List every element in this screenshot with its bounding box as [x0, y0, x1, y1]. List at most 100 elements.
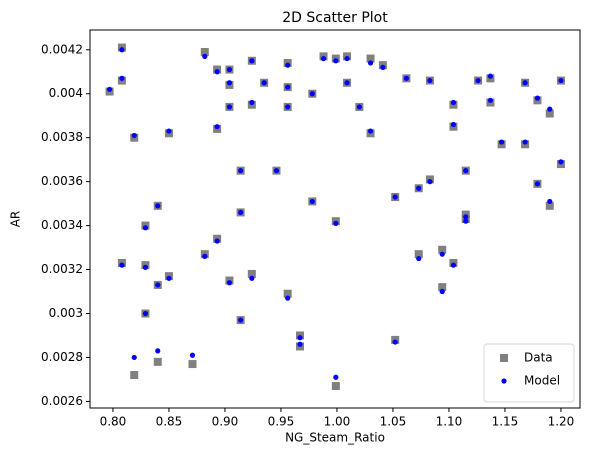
data-point	[366, 54, 375, 63]
data-point	[427, 179, 433, 185]
data-point	[142, 225, 149, 231]
x-tick-label: 1.15	[492, 415, 519, 429]
data-point	[238, 317, 244, 323]
legend-marker	[500, 354, 508, 362]
y-tick-label: 0.0042	[41, 42, 83, 56]
data-point	[320, 55, 327, 62]
data-point	[331, 382, 340, 391]
data-point	[202, 53, 208, 59]
y-tick-label: 0.0034	[41, 218, 83, 232]
y-tick-label: 0.0026	[41, 394, 83, 408]
data-point	[119, 262, 125, 268]
data-point	[463, 218, 469, 224]
data-point	[309, 198, 315, 205]
legend-marker	[501, 378, 507, 384]
data-point	[522, 139, 528, 145]
data-point	[547, 198, 553, 205]
y-tick-label: 0.003	[49, 306, 83, 320]
data-point	[558, 77, 564, 84]
data-point	[131, 354, 137, 361]
data-point	[309, 91, 315, 97]
data-point	[285, 295, 291, 301]
data-point	[297, 341, 303, 347]
data-point	[155, 203, 161, 209]
x-tick-label: 1.05	[380, 415, 407, 429]
data-point	[283, 289, 292, 298]
data-point	[439, 288, 445, 295]
y-axis-label: AR	[9, 211, 23, 228]
y-tick-label: 0.0036	[41, 174, 83, 188]
data-point	[226, 66, 233, 73]
data-point	[416, 185, 422, 191]
data-point	[499, 139, 505, 145]
data-point	[333, 374, 339, 380]
data-point	[202, 253, 208, 259]
data-point	[285, 104, 291, 110]
x-tick-label: 0.90	[212, 415, 239, 429]
data-point	[119, 47, 125, 53]
chart-title: 2D Scatter Plot	[282, 10, 388, 26]
data-point	[297, 335, 303, 341]
data-point	[214, 124, 220, 130]
data-point	[487, 73, 493, 79]
data-point	[214, 238, 220, 244]
data-point	[142, 310, 149, 317]
y-tick-label: 0.004	[49, 86, 83, 100]
data-point	[450, 262, 457, 268]
x-tick-label: 1.00	[324, 415, 351, 429]
data-point	[166, 275, 172, 281]
x-tick-label: 0.80	[100, 415, 127, 429]
data-point	[427, 77, 433, 84]
data-point	[131, 132, 137, 139]
x-tick-label: 1.20	[548, 415, 575, 429]
legend-label: Data	[524, 351, 553, 365]
data-point	[188, 360, 197, 369]
data-point	[107, 86, 113, 92]
y-tick-label: 0.0032	[41, 262, 83, 276]
data-point	[367, 128, 374, 134]
data-point	[392, 339, 398, 345]
data-point	[450, 121, 457, 128]
data-point	[475, 77, 481, 84]
data-point	[463, 168, 469, 174]
data-point	[285, 84, 291, 90]
data-point	[558, 159, 564, 165]
data-point	[403, 75, 409, 81]
y-tick-label: 0.0028	[41, 350, 83, 364]
data-point	[333, 58, 339, 64]
data-point	[249, 58, 255, 64]
data-point	[119, 75, 125, 81]
data-point	[380, 64, 386, 70]
data-point	[200, 47, 209, 56]
data-point	[534, 95, 541, 101]
data-point	[166, 128, 172, 134]
y-tick-label: 0.0038	[41, 130, 83, 144]
data-point	[545, 109, 554, 118]
data-point	[547, 106, 553, 112]
data-point	[439, 251, 445, 257]
data-point	[344, 55, 350, 62]
data-point	[247, 269, 256, 278]
data-point	[214, 69, 220, 75]
data-point	[249, 275, 255, 281]
data-point	[226, 80, 233, 86]
data-point	[333, 220, 339, 226]
data-point	[344, 80, 350, 86]
data-point	[392, 194, 398, 200]
data-point	[438, 245, 447, 254]
x-axis-label: NG_Steam_Ratio	[285, 431, 385, 445]
data-point	[249, 99, 255, 106]
data-point	[238, 168, 244, 174]
x-tick-label: 0.85	[156, 415, 183, 429]
data-point	[534, 181, 541, 187]
data-point	[189, 352, 196, 358]
data-point	[155, 282, 161, 288]
data-point	[487, 97, 493, 103]
legend-label: Model	[524, 374, 560, 388]
data-point	[153, 357, 162, 366]
data-point	[155, 348, 161, 354]
data-point	[522, 80, 528, 86]
data-point	[130, 371, 139, 380]
x-tick-label: 1.10	[436, 415, 463, 429]
